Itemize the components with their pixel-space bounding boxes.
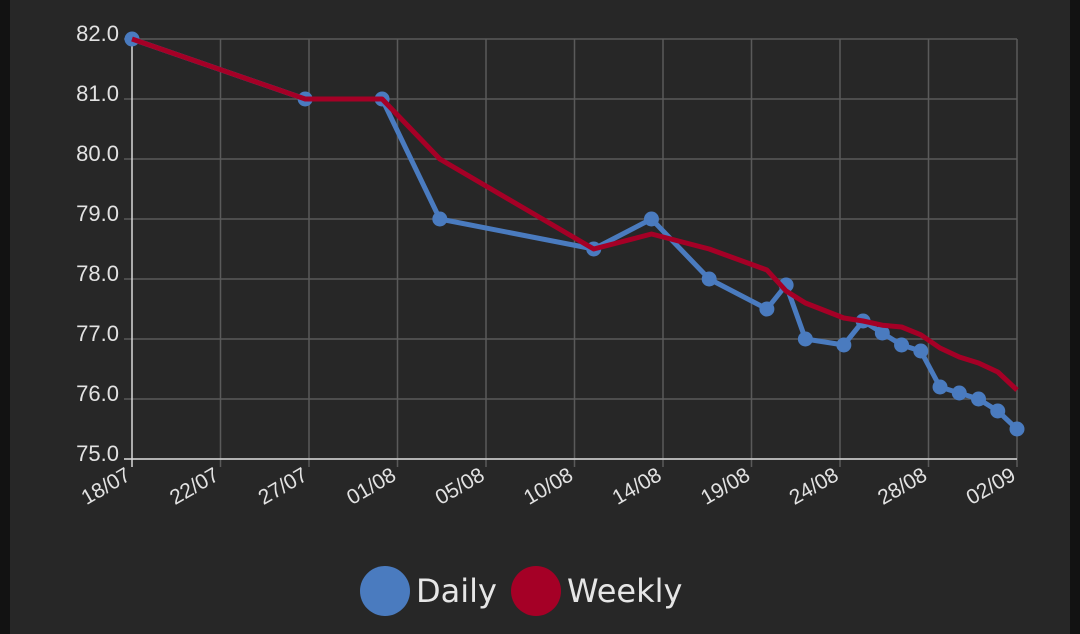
y-tick-label: 79.0 [76,201,119,226]
daily-point[interactable] [797,331,813,347]
y-tick-label: 77.0 [76,321,119,346]
y-tick-label: 80.0 [76,141,119,166]
daily-point[interactable] [701,271,717,287]
x-axis-ticks: 18/07 22/07 27/07 01/08 05/08 10/08 14/08 19/08… [77,463,1019,509]
x-tick-label: 27/07 [254,463,311,509]
daily-point[interactable] [894,337,910,353]
legend-label-daily: Daily [416,572,497,610]
daily-point[interactable] [971,391,987,407]
daily-point[interactable] [990,403,1006,419]
daily-point[interactable] [874,325,890,341]
daily-point[interactable] [643,211,659,227]
x-tick-label: 28/08 [874,463,931,509]
x-tick-label: 10/08 [520,463,577,509]
weekly-line [131,36,1019,392]
daily-point[interactable] [932,379,948,395]
daily-point[interactable] [913,343,929,359]
legend-label-weekly: Weekly [566,572,683,610]
x-tick-label: 02/09 [962,463,1019,509]
y-tick-label: 81.0 [76,81,119,106]
daily-point[interactable] [1009,421,1025,437]
x-tick-label: 05/08 [431,463,488,509]
y-tick-label: 82.0 [76,21,119,46]
x-tick-label: 22/07 [166,463,223,509]
x-tick-label: 14/08 [608,463,665,509]
y-axis-ticks: 82.0 81.0 80.0 79.0 78.0 77.0 76.0 75.0 [76,21,119,466]
legend-item-weekly[interactable]: Weekly [510,566,683,616]
daily-point[interactable] [836,337,852,353]
chart-panel [10,0,1070,634]
legend-item-daily[interactable]: Daily [360,566,497,616]
legend: Daily Weekly [360,565,682,617]
x-tick-label: 01/08 [343,463,400,509]
weekly-swatch-icon [510,566,561,616]
daily-point[interactable] [951,385,967,401]
x-tick-label: 24/08 [785,463,842,509]
series-group [124,31,1025,437]
daily-swatch-icon [360,566,410,616]
daily-point[interactable] [432,211,448,227]
daily-point[interactable] [759,301,775,317]
grid-lines [124,38,1018,467]
y-tick-label: 75.0 [76,441,119,466]
x-tick-label: 19/08 [697,463,754,509]
x-tick-label: 18/07 [77,463,134,509]
y-tick-label: 76.0 [76,381,119,406]
y-tick-label: 78.0 [76,261,119,286]
